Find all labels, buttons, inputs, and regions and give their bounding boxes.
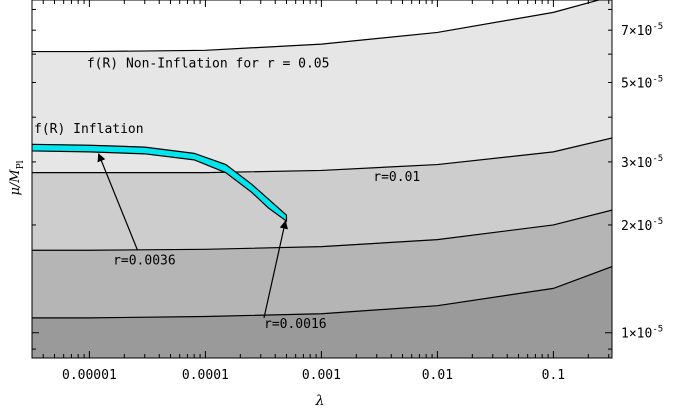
boundary-line-2: [32, 209, 612, 251]
boundary-line-1: [32, 137, 612, 174]
inflation-label: f(R) Inflation: [34, 122, 144, 137]
plot-frame: [31, 0, 613, 359]
boundary-line-3: [32, 266, 612, 319]
y-tick-label-1: 2×10-5: [621, 217, 663, 234]
annotation-arrow-1: [263, 220, 288, 319]
region-below-boundary-3: [32, 266, 612, 358]
y-tick-label-4: 7×10-5: [621, 22, 663, 39]
y-axis-label-main: μ/M: [8, 169, 23, 196]
boundary-line-0: [32, 0, 602, 53]
annotation-3: r=0.0016: [264, 317, 327, 332]
annotation-2: r=0.0036: [113, 254, 176, 269]
x-tick-label-0: 0.00001: [62, 368, 117, 383]
x-tick-label-2: 0.001: [302, 368, 341, 383]
annotation-1: r=0.01: [373, 170, 420, 185]
annotation-0: f(R) Non-Inflation for r = 0.05: [87, 57, 330, 72]
y-tick-label-0: 1×10-5: [621, 325, 663, 342]
y-tick-label-2: 3×10-5: [621, 154, 663, 171]
y-tick-label-3: 5×10-5: [621, 75, 663, 92]
y-axis-label: μ/MPl: [8, 160, 26, 195]
x-tick-label-4: 0.1: [542, 368, 565, 383]
annotation-arrow-0: [97, 153, 139, 251]
y-axis-label-sub: Pl: [16, 160, 26, 169]
x-tick-label-1: 0.0001: [182, 368, 229, 383]
x-axis-label: λ: [315, 393, 325, 409]
x-tick-label-3: 0.01: [422, 368, 453, 383]
